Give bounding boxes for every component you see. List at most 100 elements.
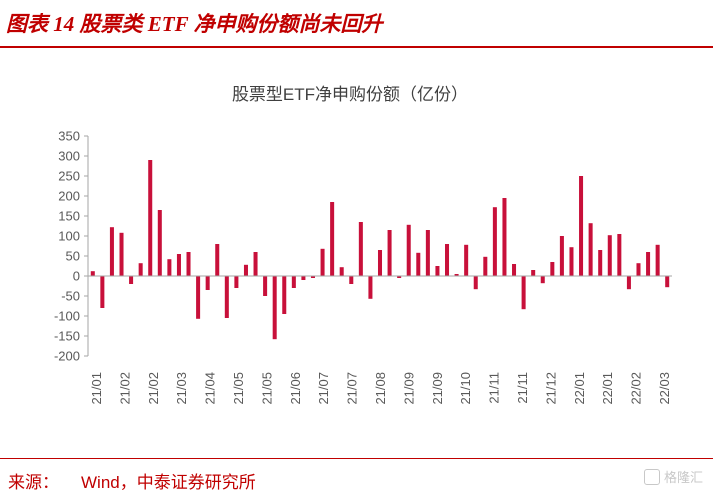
- x-tick-label: 21/08: [373, 372, 388, 405]
- bar: [176, 254, 181, 276]
- chart-title: 股票型ETF净申购份额（亿份）: [232, 85, 468, 104]
- source-text: Wind，中泰证券研究所: [81, 473, 256, 492]
- x-tick-label: 21/06: [288, 372, 303, 405]
- bar: [655, 244, 660, 276]
- bar: [607, 235, 612, 276]
- bar: [291, 276, 296, 288]
- bar: [406, 224, 411, 276]
- bar: [617, 234, 622, 276]
- y-tick-label: -200: [54, 349, 80, 364]
- x-tick-label: 22/02: [629, 372, 644, 405]
- bar: [387, 230, 392, 276]
- bar: [569, 247, 574, 276]
- x-tick-label: 21/04: [203, 372, 218, 405]
- bar: [339, 267, 344, 276]
- bar: [196, 276, 201, 319]
- y-tick-label: 250: [58, 169, 80, 184]
- y-tick-label: 100: [58, 229, 80, 244]
- source-line: 来源： Wind，中泰证券研究所: [8, 468, 256, 493]
- x-tick-label: 21/02: [146, 372, 161, 405]
- bar: [263, 276, 268, 296]
- bar: [492, 207, 497, 276]
- bar: [550, 262, 555, 276]
- bar: [502, 198, 507, 276]
- bar: [349, 276, 354, 284]
- bar: [167, 259, 172, 276]
- bar: [90, 271, 95, 276]
- bar: [119, 232, 124, 276]
- bar: [377, 250, 383, 276]
- bar: [186, 252, 191, 276]
- bar: [358, 222, 363, 276]
- source-label: 来源：: [8, 473, 59, 492]
- bar: [473, 276, 478, 290]
- title-rule: [0, 46, 713, 48]
- x-tick-label: 21/02: [117, 372, 132, 405]
- bar: [301, 276, 306, 280]
- x-tick-label: 22/01: [572, 372, 587, 405]
- bars: [90, 160, 670, 340]
- x-tick-label: 21/05: [259, 372, 274, 405]
- x-tick-label: 21/09: [430, 372, 445, 405]
- bar: [579, 176, 584, 276]
- bar: [330, 202, 335, 276]
- bar: [253, 252, 258, 276]
- bar: [129, 276, 134, 284]
- figure-title: 图表 14 股票类 ETF 净申购份额尚未回升: [6, 12, 383, 36]
- bar: [588, 223, 593, 276]
- bar: [665, 276, 670, 288]
- bar: [531, 270, 536, 276]
- bar: [109, 227, 114, 276]
- bar: [598, 250, 603, 276]
- bar: [559, 236, 564, 276]
- bar: [416, 252, 421, 276]
- bar: [320, 248, 325, 276]
- y-tick-label: 200: [58, 189, 80, 204]
- x-tick-label: 21/01: [89, 372, 104, 405]
- x-axis: 21/01 21/02 21/02 21/03 21/04 21/05 21/05 21/06…: [88, 275, 672, 405]
- bar: [224, 276, 229, 318]
- x-tick-label: 21/03: [174, 372, 189, 405]
- x-tick-label: 21/11: [515, 372, 530, 404]
- bar: [243, 264, 248, 276]
- x-tick-label: 21/12: [543, 372, 558, 405]
- bar: [234, 276, 239, 288]
- x-tick-label: 22/03: [657, 372, 672, 405]
- bar: [272, 276, 277, 340]
- bar: [368, 276, 373, 299]
- bar: [425, 230, 430, 276]
- watermark: 格隆汇: [643, 467, 703, 486]
- y-tick-label: 350: [58, 129, 80, 144]
- y-tick-label: -150: [54, 329, 80, 344]
- bar: [464, 244, 469, 276]
- bar: [157, 210, 162, 276]
- bar: [636, 263, 641, 276]
- bar: [540, 276, 545, 284]
- bar: [626, 276, 631, 290]
- bar: [100, 276, 105, 308]
- bar-chart: 股票型ETF净申购份额（亿份） 350 300 250 200 150 100 50 0 -50…: [54, 85, 672, 405]
- y-tick-label: -100: [54, 309, 80, 324]
- watermark-logo-icon: [643, 468, 660, 485]
- bar: [521, 276, 526, 310]
- x-tick-label: 21/10: [458, 372, 473, 405]
- bar: [148, 160, 153, 276]
- x-tick-label: 21/07: [345, 372, 360, 405]
- bar: [397, 276, 402, 278]
- y-tick-label: 50: [66, 249, 80, 264]
- bar: [205, 276, 210, 290]
- bar: [512, 264, 517, 276]
- bar: [445, 244, 450, 276]
- y-tick-label: 300: [58, 149, 80, 164]
- x-tick-label: 21/05: [231, 372, 246, 405]
- y-tick-label: 0: [73, 269, 80, 284]
- bar: [215, 244, 220, 276]
- bar: [454, 274, 459, 276]
- footer-rule: [0, 458, 713, 459]
- bar: [483, 256, 488, 276]
- bar: [646, 252, 651, 276]
- bar: [282, 276, 287, 314]
- y-tick-label: 150: [58, 209, 80, 224]
- bar: [138, 263, 143, 276]
- bar: [435, 266, 440, 276]
